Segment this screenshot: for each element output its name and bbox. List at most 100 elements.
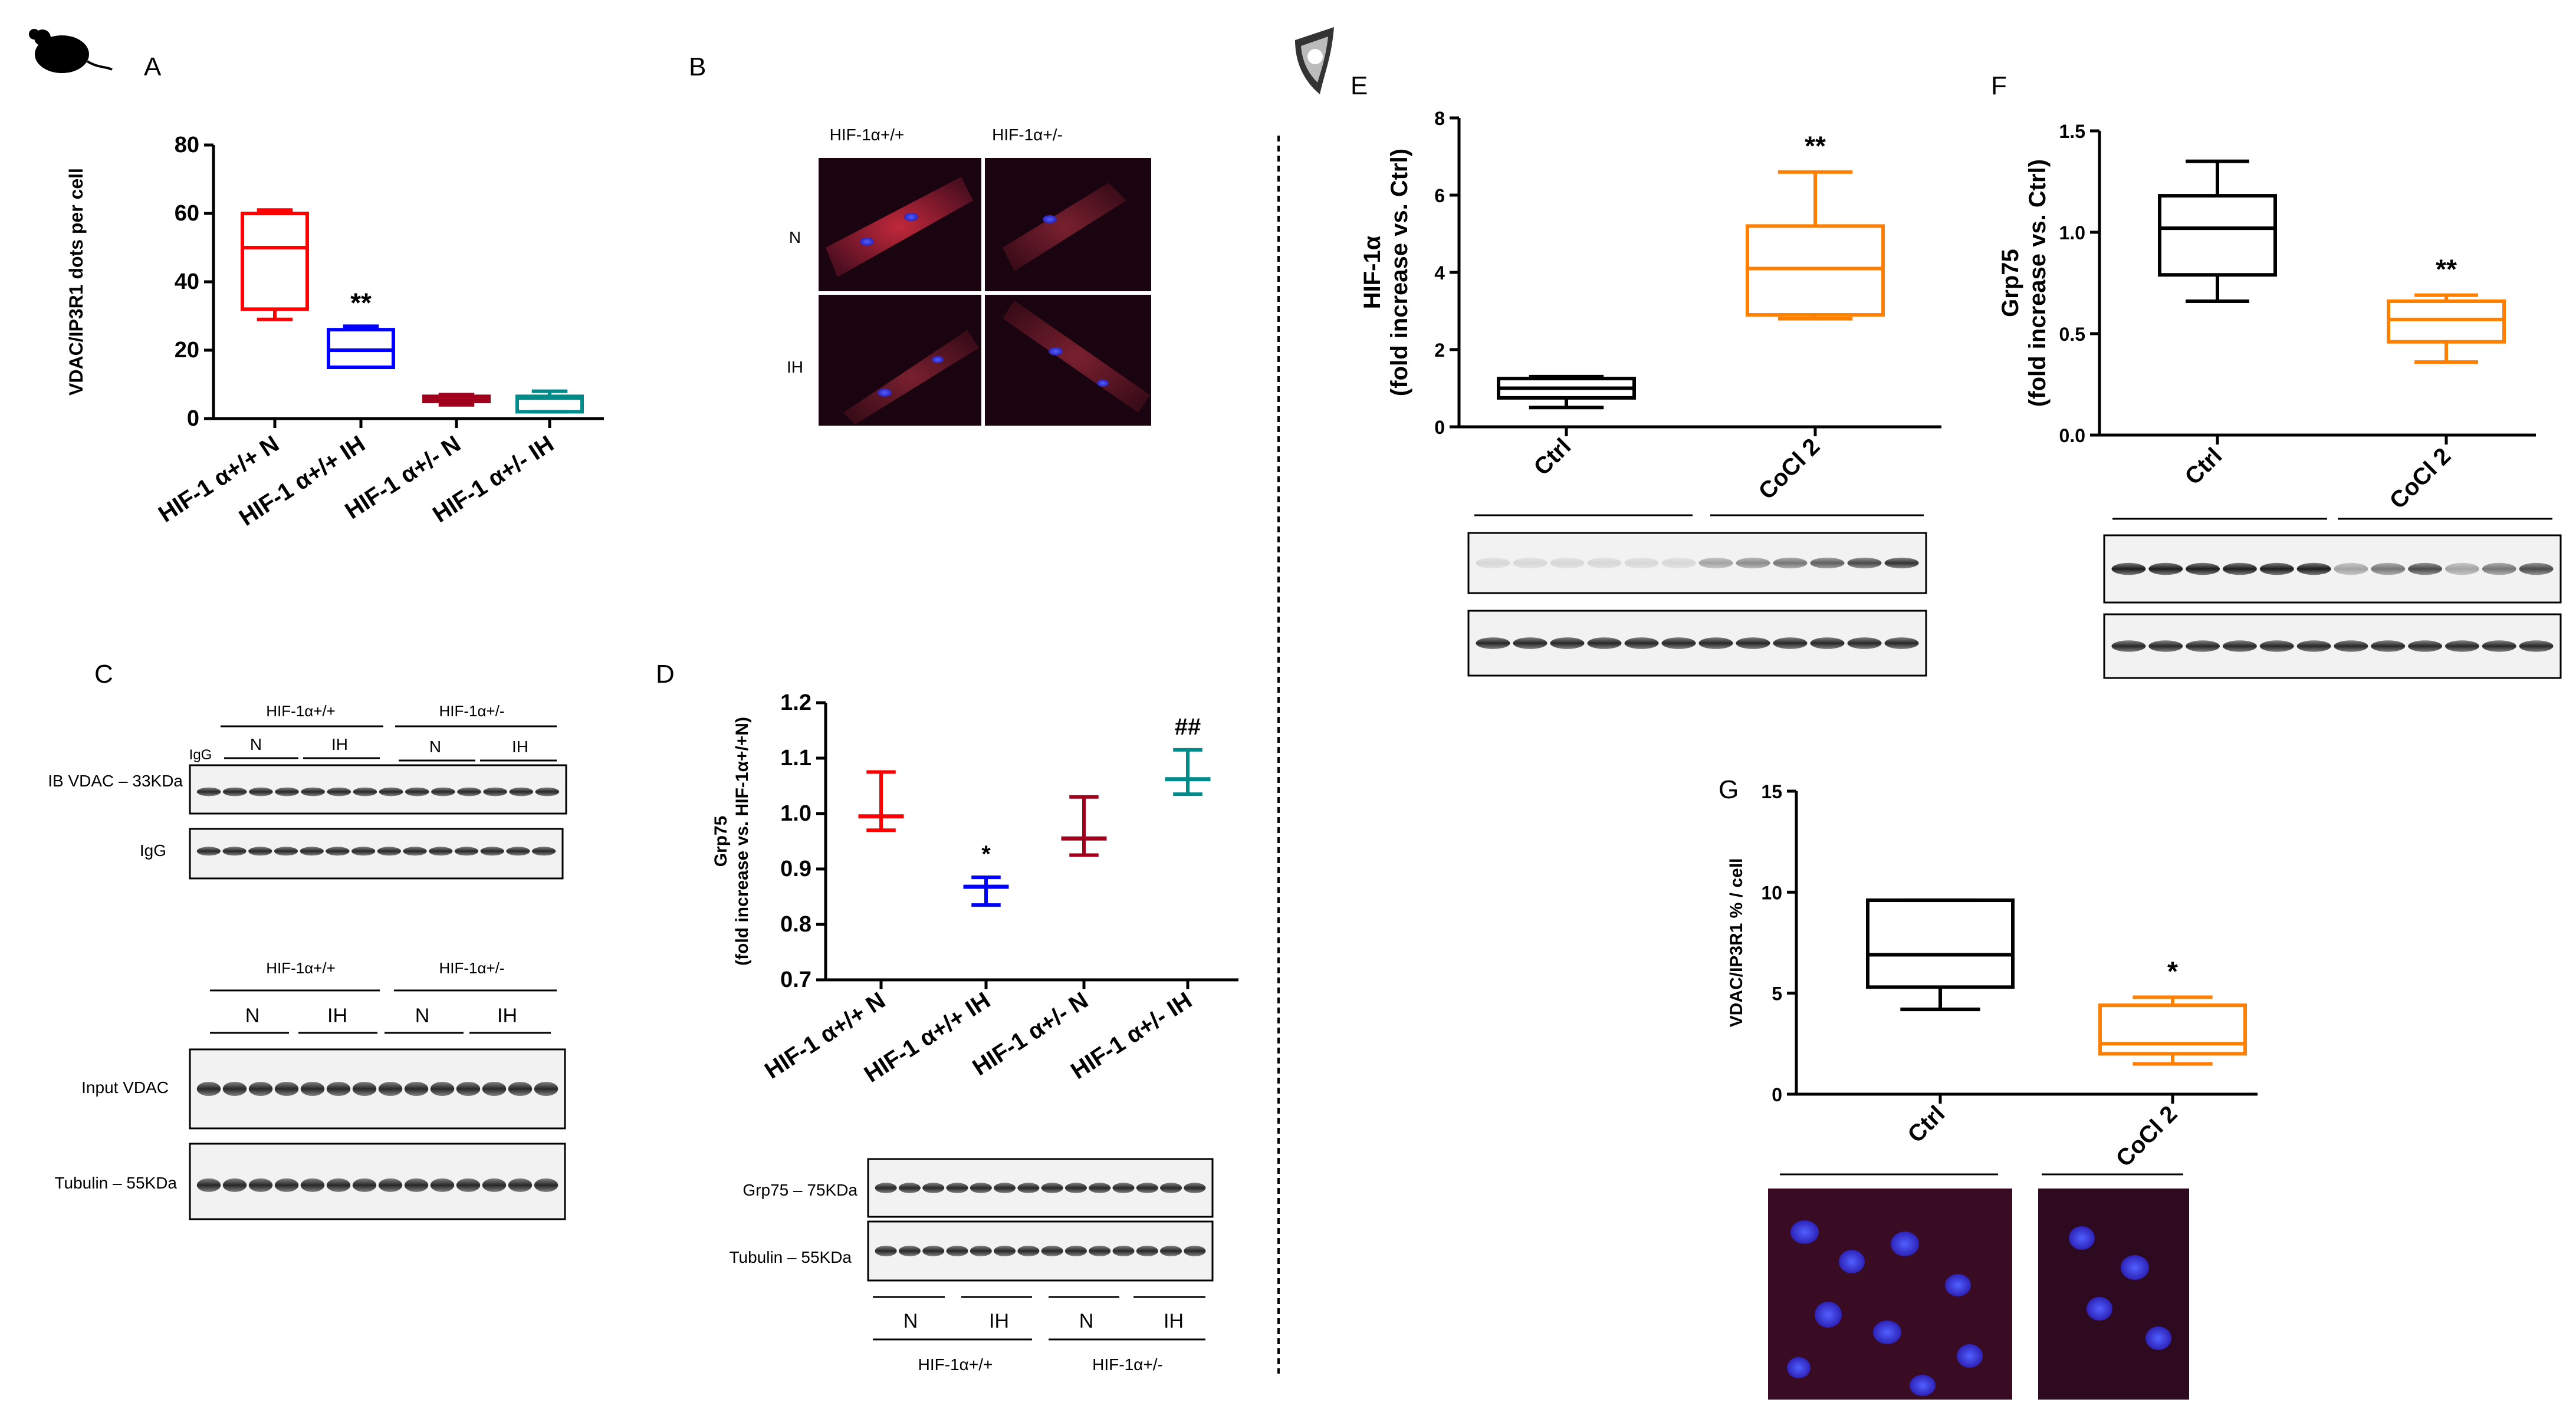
significance-marker-g: * xyxy=(2167,956,2178,987)
x-category-label-e: CoCl 2 xyxy=(1754,433,1825,505)
blot-band xyxy=(456,1081,481,1097)
y-tick-label-a: 60 xyxy=(175,201,199,226)
panel-c-blots: HIF-1α+/+ HIF-1α+/- IgG N IH N IH IB VDA… xyxy=(48,702,567,1220)
box-f xyxy=(2158,159,2277,303)
blot-band xyxy=(2445,640,2479,652)
blot-band xyxy=(248,1081,273,1097)
c-top-group-2: HIF-1α+/- xyxy=(439,702,504,720)
blot-band xyxy=(196,787,221,796)
box-iqr xyxy=(1746,224,1885,317)
blot-band xyxy=(2482,562,2516,575)
blot-band xyxy=(2148,562,2183,575)
micrograph-g-ctrl xyxy=(1768,1189,2012,1400)
x-category-label-g: Ctrl xyxy=(1903,1101,1950,1148)
box-f xyxy=(2387,293,2506,364)
blot-band xyxy=(379,787,403,796)
blot-band xyxy=(482,1178,507,1192)
panel-letter-d: D xyxy=(656,660,675,689)
blot-band xyxy=(429,847,453,856)
blot-band xyxy=(377,847,401,856)
blot-band xyxy=(353,787,377,796)
y-tick-label-g: 5 xyxy=(1772,983,1782,1005)
blot-band xyxy=(1773,557,1808,569)
chart-f: 0.0 0.5 1.0 1.5 Grp75 (fold increase vs. Ctrl… xyxy=(1997,121,2536,514)
blot-band xyxy=(1513,557,1547,569)
blot-band xyxy=(2296,562,2331,575)
errorbar-d xyxy=(963,875,1009,907)
blot-band xyxy=(1810,557,1845,569)
micrograph-wt-n xyxy=(819,158,981,291)
y-tick-label-d: 1.2 xyxy=(780,690,811,715)
y-axis-label-f: Grp75 xyxy=(1997,249,2023,317)
blot-band xyxy=(456,1178,481,1192)
blot-band xyxy=(196,1081,221,1097)
blot-band xyxy=(222,847,247,856)
blot-band xyxy=(430,1178,455,1192)
blot-band xyxy=(898,1183,921,1193)
blot-band xyxy=(405,787,429,796)
c-bottom-cond-3: N xyxy=(415,1005,430,1027)
c-bottom-cond-2: IH xyxy=(327,1005,347,1027)
blot-band xyxy=(1587,637,1622,649)
blot-band xyxy=(326,1178,351,1192)
blot-band xyxy=(1041,1183,1063,1193)
y-tick-label-e: 2 xyxy=(1434,340,1445,361)
blot-band xyxy=(274,847,298,856)
blot-band xyxy=(875,1246,897,1256)
box-g xyxy=(2098,995,2247,1066)
blot-band xyxy=(2259,640,2294,652)
b-row-label-ih: IH xyxy=(787,358,803,376)
blot-band xyxy=(275,787,299,796)
blot-band xyxy=(1661,557,1696,569)
panel-f-blots xyxy=(2103,518,2562,679)
blot-band xyxy=(457,787,481,796)
micrograph-g-cocl2 xyxy=(2038,1189,2189,1400)
blot-band xyxy=(1884,557,1919,569)
blot-band xyxy=(480,847,504,856)
c-blot-label-tubulin: Tubulin – 55KDa xyxy=(54,1174,177,1192)
blot-band xyxy=(922,1183,945,1193)
b-col-label-1: HIF-1α+/+ xyxy=(830,126,905,144)
blot-band xyxy=(1773,637,1808,649)
box-e xyxy=(1746,170,1885,321)
blot-band xyxy=(506,847,530,856)
blot-band xyxy=(2148,640,2183,652)
blot-band xyxy=(1736,637,1770,649)
box-iqr xyxy=(2387,299,2506,344)
blot-band xyxy=(1736,557,1770,569)
y-tick-label-a: 0 xyxy=(187,406,199,431)
cell-icon xyxy=(1295,27,1334,94)
blot-band xyxy=(222,1178,247,1192)
c-top-group-1: HIF-1α+/+ xyxy=(266,702,336,720)
blot-band xyxy=(1884,637,1919,649)
box-e xyxy=(1497,374,1636,410)
blot-band xyxy=(249,787,273,796)
panel-letter-a: A xyxy=(144,52,162,81)
blot-band xyxy=(2371,562,2406,575)
c-top-cond-4: IH xyxy=(512,738,528,756)
blot-band xyxy=(300,847,324,856)
c-blot-label-input-vdac: Input VDAC xyxy=(81,1078,169,1097)
blot-band xyxy=(970,1246,992,1256)
b-row-label-n: N xyxy=(789,228,801,246)
significance-marker-a: ** xyxy=(350,287,372,318)
blot-band xyxy=(994,1183,1016,1193)
y-axis-sublabel-e: (fold increase vs. Ctrl) xyxy=(1386,149,1412,396)
x-category-label-f: CoCl 2 xyxy=(2385,443,2456,514)
y-tick-label-d: 1.1 xyxy=(780,746,811,771)
c-top-cond-2: IH xyxy=(331,735,348,753)
y-axis-label-a: VDAC/IP3R1 dots per cell xyxy=(65,168,87,396)
blot-igg xyxy=(189,828,564,880)
d-group-2: HIF-1α+/- xyxy=(1092,1355,1163,1374)
blot-band xyxy=(1041,1246,1063,1256)
blot-band xyxy=(352,1178,377,1192)
blot-band xyxy=(378,1178,403,1192)
blot-band xyxy=(2482,640,2516,652)
blot-band xyxy=(1698,637,1733,649)
blot-band xyxy=(430,1081,455,1097)
blot-band xyxy=(454,847,479,856)
y-tick-label-a: 20 xyxy=(175,338,199,363)
box-a xyxy=(327,324,395,370)
